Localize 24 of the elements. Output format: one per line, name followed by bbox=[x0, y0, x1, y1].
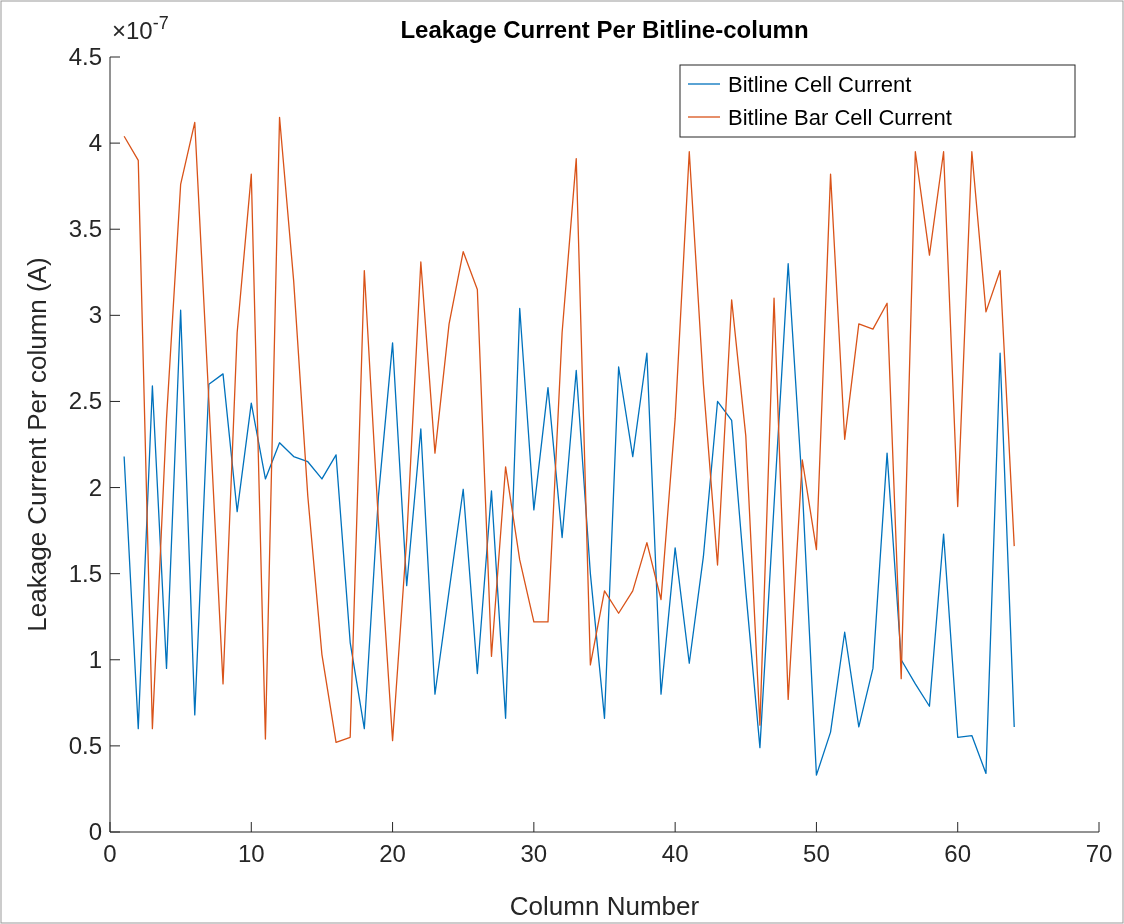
text: ×10$^{-7}$ bbox=[112, 13, 169, 44]
x-tick-label: 60 bbox=[944, 840, 972, 867]
y-tick-label: 3.5 bbox=[68, 215, 102, 243]
y-tick-label: 1 bbox=[88, 645, 102, 673]
x-tick-label: 10 bbox=[237, 840, 265, 867]
y-axis-title: Leakage Current Per column (A) bbox=[22, 257, 52, 632]
y-tick-label: 1.5 bbox=[68, 559, 102, 587]
x-tick-label: 50 bbox=[803, 840, 830, 867]
y-tick-label: 2.5 bbox=[68, 387, 102, 415]
x-tick-label: 40 bbox=[661, 840, 689, 867]
chart-title: Leakage Current Per Bitline-column bbox=[400, 16, 809, 43]
y-tick-label: 4 bbox=[88, 129, 102, 157]
y-tick-label: 3 bbox=[88, 301, 102, 329]
x-axis-title: Column Number bbox=[509, 891, 700, 921]
line-series bbox=[123, 263, 1015, 776]
y-tick-label: 4.5 bbox=[68, 43, 102, 70]
legend-label: Bitline Cell Current bbox=[728, 72, 912, 97]
x-tick-label: 30 bbox=[520, 840, 548, 867]
x-tick-label: 70 bbox=[1085, 840, 1113, 867]
legend-label: Bitline Bar Cell Current bbox=[728, 105, 952, 130]
y-tick-label: 0.5 bbox=[68, 731, 102, 759]
y-tick-label: 0 bbox=[88, 818, 102, 845]
y-tick-label: 2 bbox=[88, 473, 102, 501]
x-tick-label: 20 bbox=[379, 840, 406, 867]
